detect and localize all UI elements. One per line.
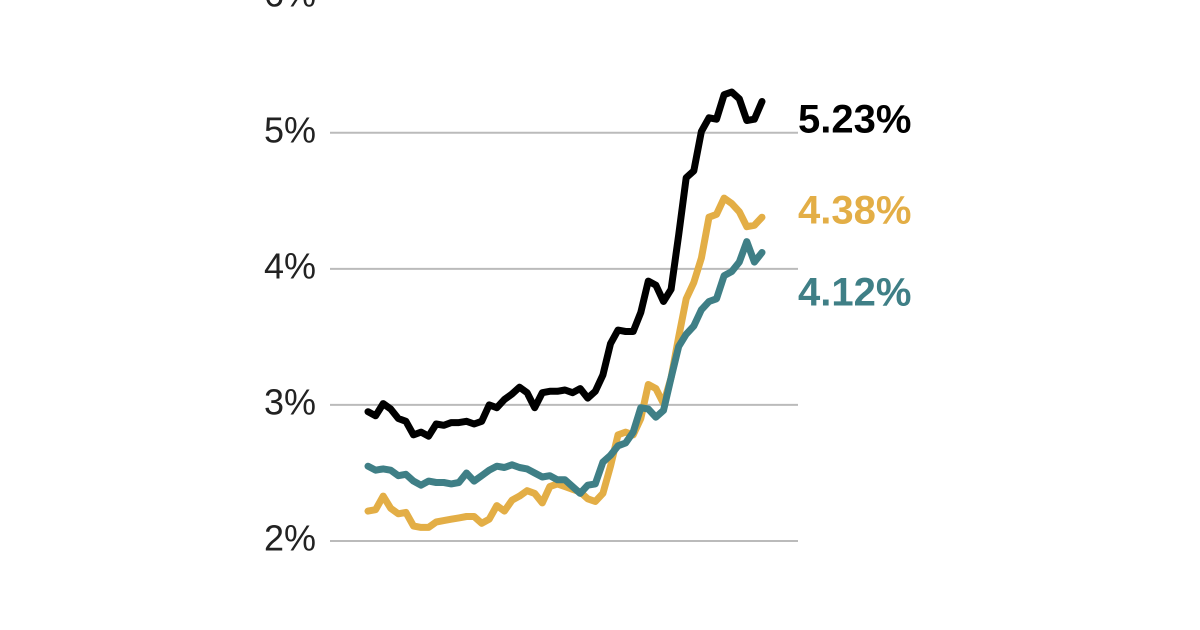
y-tick-label: 3%	[264, 381, 316, 422]
y-tick-label: 5%	[264, 109, 316, 150]
y-tick-label: 4%	[264, 245, 316, 286]
series-line	[364, 238, 766, 497]
y-tick-label: 6%	[264, 0, 316, 14]
y-tick-label: 2%	[264, 518, 316, 559]
series-line	[364, 194, 766, 531]
end-label: 5.23%	[798, 98, 911, 142]
end-label: 4.38%	[798, 189, 911, 233]
series-line	[364, 88, 766, 440]
end-label: 4.12%	[798, 271, 911, 315]
